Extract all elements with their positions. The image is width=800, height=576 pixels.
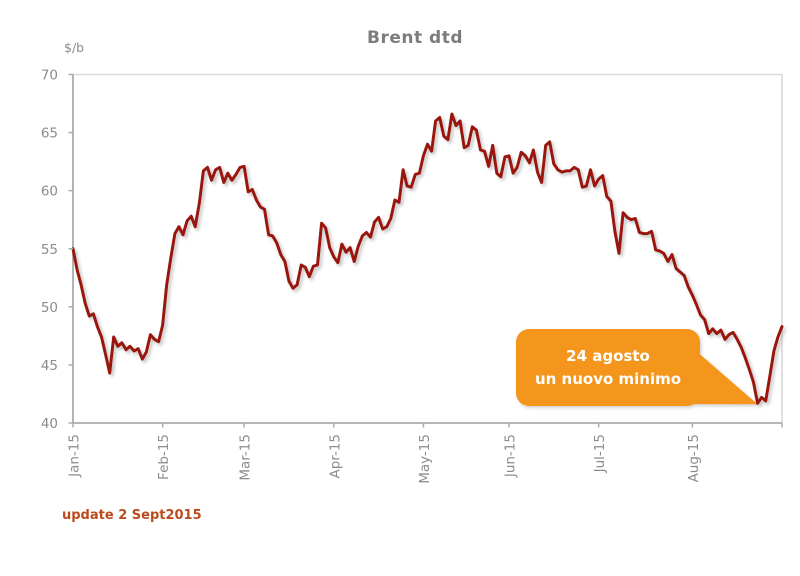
x-axis-label: Aug-15 (686, 434, 702, 482)
callout-bubble (516, 329, 700, 406)
y-axis-label: 45 (41, 358, 58, 374)
x-axis-label: May-15 (417, 434, 433, 484)
x-axis-label: Jan-15 (67, 434, 83, 478)
y-axis-unit-label: $/b (64, 40, 85, 55)
y-axis-label: 40 (41, 416, 58, 432)
x-axis-label: Apr-15 (327, 434, 343, 479)
y-axis-label: 50 (41, 300, 58, 316)
chart-title: Brent dtd (367, 28, 463, 48)
callout-text-line2: un nuovo minimo (535, 370, 681, 388)
update-note: update 2 Sept2015 (62, 508, 202, 523)
y-axis-label: 60 (41, 184, 58, 200)
x-axis-label: Jun-15 (502, 434, 518, 478)
annotation-callout: 24 agosto un nuovo minimo (516, 329, 758, 406)
y-axis-label: 55 (41, 242, 58, 258)
y-axis-label: 65 (41, 126, 58, 142)
x-axis-label: Feb-15 (156, 434, 172, 480)
brent-price-line (71, 112, 784, 405)
y-axis-label: 70 (41, 68, 58, 84)
callout-text-line1: 24 agosto (566, 347, 650, 365)
x-axis-label: Jul-15 (592, 434, 608, 473)
x-axis-label: Mar-15 (238, 434, 254, 481)
